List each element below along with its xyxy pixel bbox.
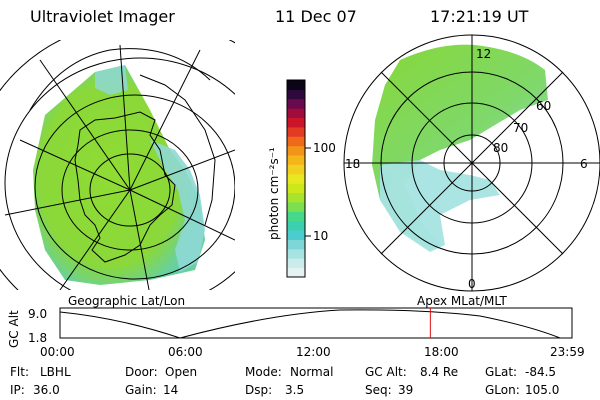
coastline-left — [74, 111, 176, 263]
status-panel: Flt: LBHL Door: Open Mode: Normal GC Alt: 8.4 R… — [10, 365, 559, 397]
status-row1-value-0: LBHL — [40, 365, 71, 379]
timeline-tick-4: 23:59 — [550, 345, 585, 359]
colorbar-cell — [287, 89, 305, 100]
magnetic-polar-plot: 12 18 6 0 60 70 80 — [343, 34, 600, 292]
status-row2-value-0: 36.0 — [33, 383, 60, 397]
status-row2-value-4: 105.0 — [525, 383, 559, 397]
colorbar-cell — [287, 201, 305, 212]
colorbar-cell — [287, 164, 305, 175]
colorbar-cell — [287, 80, 305, 90]
colorbar-cell — [287, 258, 305, 269]
timeline-frame — [59, 307, 573, 339]
mlt-label-6: 6 — [580, 157, 588, 171]
timeline-ylabel: GC Alt — [7, 310, 21, 348]
status-row2-label-1: Gain: — [125, 383, 157, 397]
colorbar-cell — [287, 126, 305, 137]
status-row1-value-3: 8.4 Re — [420, 365, 458, 379]
coastline-south-america — [139, 74, 216, 226]
status-row-2: IP: 36.0 Gain: 14 Dsp: 3.5 Seq: 39 GLon: 105.0 — [10, 383, 559, 397]
colorbar-unit-label: photon cm⁻²s⁻¹ — [267, 147, 281, 240]
altitude-timeline: GC Alt 9.0 1.8 00:00 06:00 12:00 18:00 2… — [7, 307, 585, 359]
timeline-tick-2: 12:00 — [296, 345, 331, 359]
status-row2-label-2: Dsp: — [245, 383, 272, 397]
status-row-1: Flt: LBHL Door: Open Mode: Normal GC Alt: 8.4 R… — [10, 365, 556, 379]
status-row2-value-1: 14 — [163, 383, 178, 397]
colorbar-cell — [287, 239, 305, 250]
colorbar-cell — [287, 136, 305, 147]
timeline-tick-0: 00:00 — [40, 345, 75, 359]
mlt-label-0: 0 — [468, 277, 476, 291]
colorbar-cell — [287, 117, 305, 128]
mlat-label-80: 80 — [493, 141, 508, 155]
left-panel-caption: Geographic Lat/Lon — [68, 294, 185, 308]
colorbar-cell — [287, 220, 305, 231]
date-label: 11 Dec 07 — [275, 7, 357, 26]
colorbar-cell — [287, 183, 305, 194]
status-row1-label-3: GC Alt: — [365, 365, 407, 379]
timeline-ymax: 9.0 — [28, 307, 47, 321]
colorbar-cell — [287, 248, 305, 259]
colorbar-cell — [287, 145, 305, 156]
status-row2-label-3: Seq: — [365, 383, 392, 397]
image-boundary-left — [29, 48, 211, 111]
status-row2-label-4: GLon: — [485, 383, 520, 397]
time-label: 17:21:19 UT — [430, 7, 529, 26]
mlt-label-12: 12 — [476, 47, 491, 61]
status-row1-value-2: Normal — [290, 365, 333, 379]
colorbar-cell — [287, 192, 305, 203]
colorbar-cell — [287, 108, 305, 119]
altitude-curve — [59, 309, 561, 339]
colorbar-cell — [287, 155, 305, 165]
status-row2-value-2: 3.5 — [285, 383, 304, 397]
meridians-left — [4, 44, 235, 290]
colorbar-cell — [287, 267, 305, 278]
status-row1-value-4: -84.5 — [525, 365, 556, 379]
mlt-lines — [344, 35, 600, 291]
lat-circles-left — [0, 40, 235, 290]
colorbar-frame — [286, 79, 306, 278]
timeline-tick-3: 18:00 — [424, 345, 459, 359]
colorbar-cell — [287, 211, 305, 222]
colorbar-cell — [287, 173, 305, 184]
colorbar-cell — [287, 98, 305, 109]
mlat-label-60: 60 — [536, 99, 551, 113]
right-panel-caption: Apex MLat/MLT — [417, 294, 507, 308]
status-row1-label-4: GLat: — [485, 365, 517, 379]
status-row1-label-0: Flt: — [10, 365, 29, 379]
aurora-image-left — [33, 65, 205, 285]
instrument-title: Ultraviolet Imager — [30, 7, 175, 26]
mlat-label-70: 70 — [513, 121, 528, 135]
colorbar-cell — [287, 230, 305, 240]
aurora-cyan-right — [380, 160, 500, 252]
colorbar-tick-10: 10 — [313, 229, 328, 243]
geographic-map — [0, 40, 235, 290]
timeline-ymin: 1.8 — [28, 331, 47, 345]
status-row1-label-1: Door: — [125, 365, 158, 379]
status-row1-value-1: Open — [165, 365, 197, 379]
timeline-tick-1: 06:00 — [168, 345, 203, 359]
mlt-label-18: 18 — [345, 157, 360, 171]
aurora-image-right — [372, 44, 548, 250]
aurora-cyan-top-left — [95, 65, 128, 95]
colorbar-tick-100: 100 — [313, 141, 336, 155]
status-row2-value-3: 39 — [398, 383, 413, 397]
aurora-cyan-edge-left — [150, 140, 205, 272]
colorbar: 100 10 photon cm⁻²s⁻¹ — [267, 79, 336, 278]
status-row1-label-2: Mode: — [245, 365, 282, 379]
status-row2-label-0: IP: — [10, 383, 25, 397]
colorbar-cells — [287, 80, 305, 278]
